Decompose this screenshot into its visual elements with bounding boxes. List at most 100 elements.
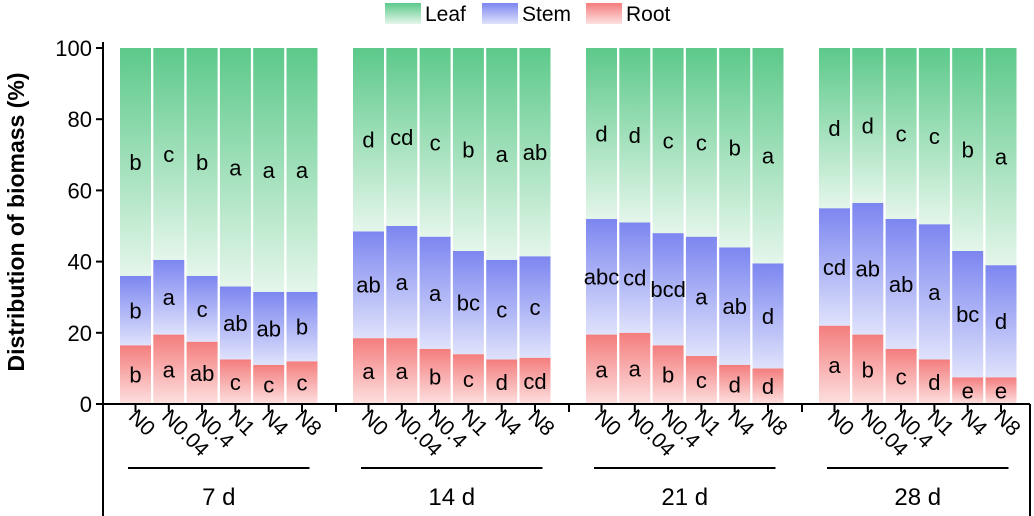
bar-segment-stem xyxy=(885,218,917,349)
significance-letter-leaf: a xyxy=(995,145,1008,170)
bars-layer: bbbaacabcbcabacabacbaaabdaacdbaccbcbdcac… xyxy=(120,48,1017,404)
bar-segment-leaf xyxy=(819,48,850,209)
significance-letter-root: b xyxy=(662,363,674,388)
bar-segment-root xyxy=(386,338,418,404)
bar-segment-stem xyxy=(386,226,418,339)
y-axis-label: Distribution of biomass (%) xyxy=(3,73,29,372)
bar-segment-stem xyxy=(186,275,218,342)
significance-letter-stem: c xyxy=(530,295,541,320)
bar-segment-leaf xyxy=(619,48,651,223)
x-tick-label: N4 xyxy=(257,405,292,440)
significance-letter-leaf: c xyxy=(430,130,441,155)
legend-label-root: Root xyxy=(626,3,671,26)
significance-letter-stem: d xyxy=(995,309,1007,334)
significance-letter-leaf: b xyxy=(196,150,208,175)
significance-letter-stem: bc xyxy=(457,291,480,316)
group-label: 14 d xyxy=(428,484,475,511)
x-tick-label: N0 xyxy=(357,405,392,440)
bar-segment-leaf xyxy=(419,48,451,237)
significance-letter-root: b xyxy=(862,357,874,382)
significance-letter-root: e xyxy=(962,379,974,404)
bar-segment-leaf xyxy=(918,48,950,225)
bar-segment-leaf xyxy=(219,48,251,287)
significance-letter-stem: ab xyxy=(722,294,746,319)
bar-segment-root xyxy=(452,354,484,404)
significance-letter-root: cd xyxy=(523,369,546,394)
bar-segment-stem xyxy=(819,208,850,326)
bar-segment-leaf xyxy=(586,48,617,219)
significance-letter-root: c xyxy=(463,367,474,392)
significance-letter-stem: c xyxy=(197,297,208,322)
significance-letter-leaf: c xyxy=(163,142,174,167)
bar-segment-leaf xyxy=(386,48,418,226)
bar-segment-root xyxy=(719,364,751,404)
significance-letter-root: c xyxy=(263,372,274,397)
bar-segment-root xyxy=(219,359,251,404)
bar-segment-root xyxy=(586,334,617,404)
group-label: 28 d xyxy=(894,484,941,511)
significance-letter-leaf: b xyxy=(129,150,141,175)
significance-letter-leaf: cd xyxy=(390,125,413,150)
significance-letter-stem: ab xyxy=(256,316,280,341)
bar-segment-root xyxy=(519,357,551,404)
bar-segment-stem xyxy=(519,256,551,358)
bar-segment-leaf xyxy=(985,48,1017,266)
bar-segment-stem xyxy=(719,247,751,365)
significance-letter-stem: cd xyxy=(623,266,646,291)
y-tick-label: 100 xyxy=(55,36,92,61)
bar-segment-root xyxy=(985,377,1017,404)
legend-swatch-stem xyxy=(482,3,518,24)
bar-segment-root xyxy=(952,377,984,404)
significance-letter-root: c xyxy=(230,370,241,395)
bar-segment-root xyxy=(486,359,518,404)
legend-label-leaf: Leaf xyxy=(425,3,466,26)
x-tick-label: N4 xyxy=(956,405,991,440)
bar-segment-leaf xyxy=(353,48,384,232)
significance-letter-leaf: b xyxy=(462,137,474,162)
bar-segment-stem xyxy=(153,259,185,335)
legend-swatch-root xyxy=(586,3,622,24)
significance-letter-leaf: c xyxy=(663,129,674,154)
x-tick-label: N8 xyxy=(523,405,558,440)
bar-segment-stem xyxy=(120,275,151,346)
bar-segment-stem xyxy=(219,286,251,360)
bar-segment-leaf xyxy=(286,48,318,292)
y-tick-label: 80 xyxy=(68,107,92,132)
bar-segment-leaf xyxy=(952,48,984,251)
bar-segment-root xyxy=(419,348,451,404)
bar-segment-stem xyxy=(619,222,651,333)
bar-segment-root xyxy=(652,345,684,404)
bar-segment-stem xyxy=(253,291,285,365)
significance-letter-leaf: d xyxy=(828,116,840,141)
bar-segment-root xyxy=(253,364,285,404)
significance-letter-leaf: b xyxy=(962,137,974,162)
bar-segment-stem xyxy=(752,263,784,369)
x-tick-label: N0 xyxy=(124,405,159,440)
significance-letter-stem: d xyxy=(762,304,774,329)
legend: Leaf Stem Root xyxy=(385,3,671,26)
bar-segment-leaf xyxy=(719,48,751,248)
bar-segment-leaf xyxy=(852,48,884,203)
significance-letter-stem: c xyxy=(496,298,507,323)
bar-segment-stem xyxy=(652,233,684,346)
bar-segment-root xyxy=(120,345,151,404)
significance-letter-stem: ab xyxy=(856,257,880,282)
significance-letter-root: c xyxy=(297,371,308,396)
bar-segment-root xyxy=(186,341,218,404)
significance-letter-leaf: d xyxy=(362,128,374,153)
bar-segment-stem xyxy=(685,236,717,356)
x-tick-label: N0 xyxy=(823,405,858,440)
significance-letter-root: a xyxy=(396,359,409,384)
bar-segment-root xyxy=(852,334,884,404)
significance-letter-root: b xyxy=(129,363,141,388)
bar-segment-leaf xyxy=(652,48,684,234)
bar-segment-leaf xyxy=(186,48,218,276)
y-tick-label: 60 xyxy=(68,178,92,203)
significance-letter-root: d xyxy=(729,372,741,397)
significance-letter-root: ab xyxy=(190,361,214,386)
bar-segment-root xyxy=(918,359,950,404)
significance-letter-leaf: c xyxy=(896,121,907,146)
significance-letter-stem: a xyxy=(695,284,708,309)
significance-letter-leaf: c xyxy=(696,130,707,155)
